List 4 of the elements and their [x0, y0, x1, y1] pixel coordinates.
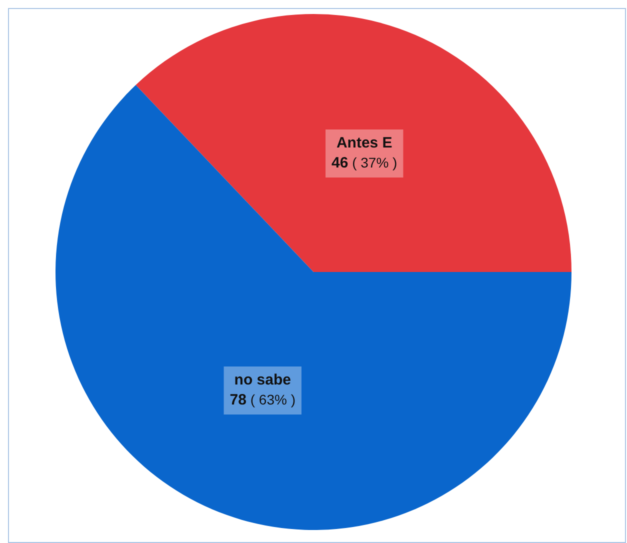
data-label: 78 ( 63% ): [230, 391, 296, 409]
slice-label: no sabe: [234, 372, 291, 389]
slice-label: Antes E: [336, 134, 392, 152]
data-label: 46 ( 37% ): [332, 154, 398, 172]
